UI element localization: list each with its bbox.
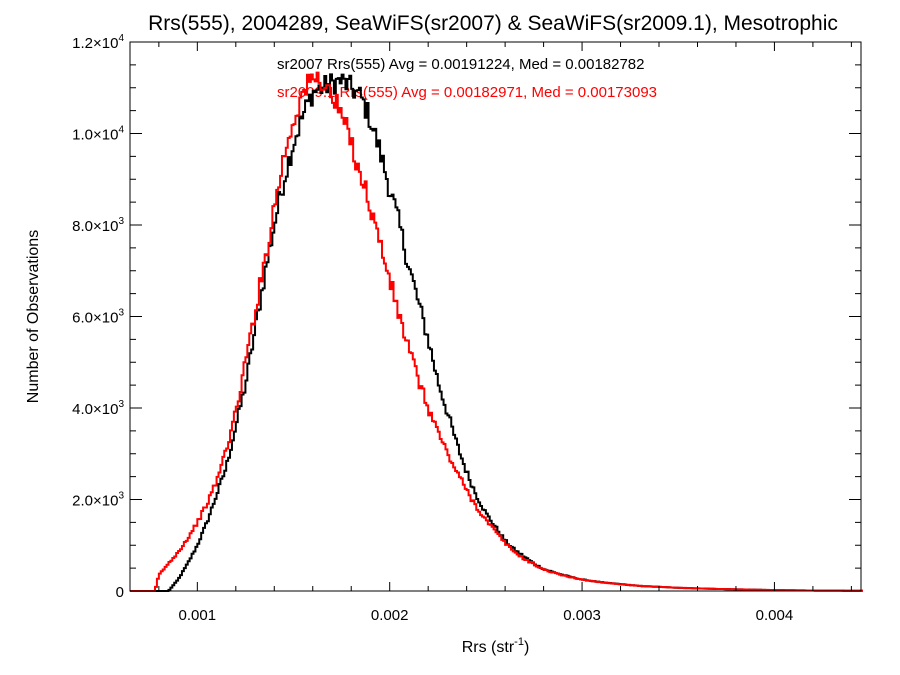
y-tick-label: 1.2×104 — [72, 33, 124, 52]
annotations: sr2007 Rrs(555) Avg = 0.00191224, Med = … — [277, 56, 657, 101]
plot-frame — [129, 41, 862, 592]
x-tick-label: 0.002 — [371, 607, 409, 624]
series-layer — [130, 71, 863, 592]
x-axis-title: Rrs (str-1) — [462, 636, 530, 656]
annotation-text: sr2009.1 Rrs(555) Avg = 0.00182971, Med … — [277, 84, 657, 101]
y-tick-label: 4.0×103 — [72, 399, 124, 418]
ticks-layer: 0.001 0.002 0.003 0.004 0 2.0×103 4.0×103 6.0×1… — [72, 33, 861, 624]
chart-title: Rrs(555), 2004289, SeaWiFS(sr2007) & Sea… — [148, 12, 838, 35]
x-axis-title-exponent: -1 — [514, 636, 524, 648]
y-tick-label: 6.0×103 — [72, 308, 124, 327]
y-tick-label: 2.0×103 — [72, 491, 124, 510]
x-tick-label: 0.004 — [756, 607, 794, 624]
y-tick-label: 1.0×104 — [72, 125, 124, 144]
histogram-series-1 — [130, 73, 863, 592]
x-axis-title-base: Rrs (str — [462, 639, 515, 656]
x-tick-label: 0.001 — [179, 607, 217, 624]
x-axis-title-tail: ) — [524, 639, 529, 656]
y-tick-label: 0 — [116, 584, 124, 601]
annotation-text: sr2007 Rrs(555) Avg = 0.00191224, Med = … — [277, 56, 645, 73]
y-axis-title: Number of Observations — [25, 230, 42, 403]
x-tick-label: 0.003 — [563, 607, 601, 624]
y-tick-label: 8.0×103 — [72, 216, 124, 235]
histogram-series-2 — [130, 71, 863, 592]
